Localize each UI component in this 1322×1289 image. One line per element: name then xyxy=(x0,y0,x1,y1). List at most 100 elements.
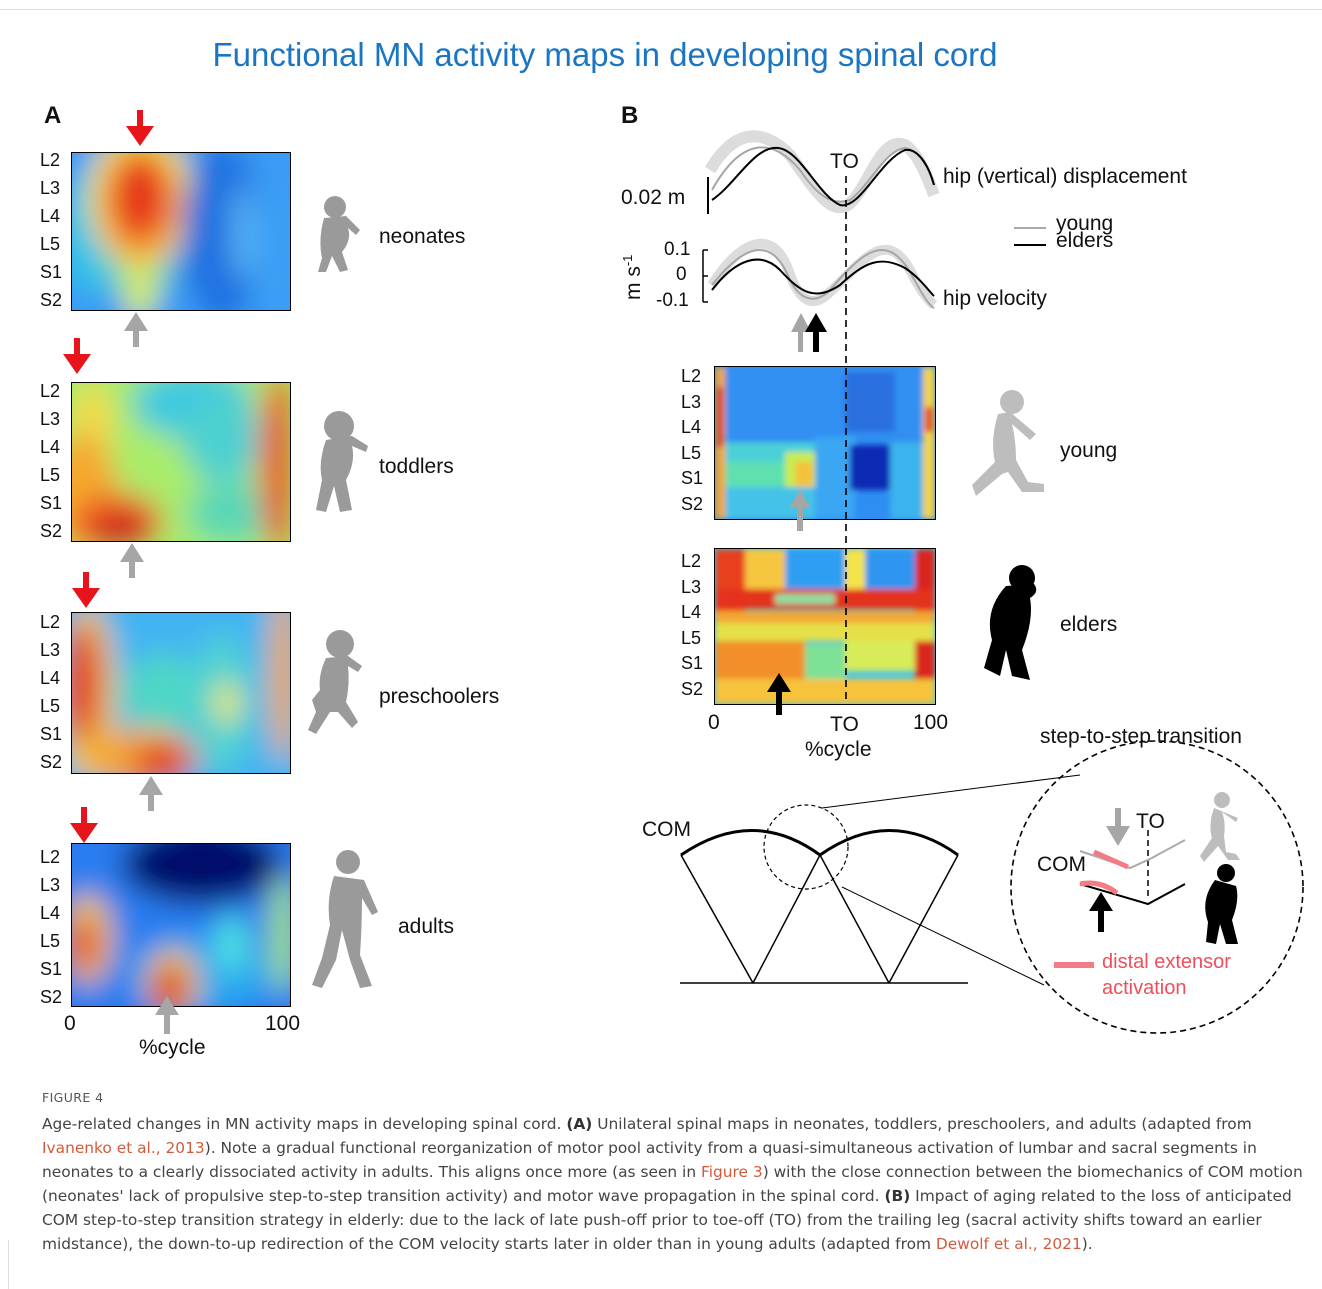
seg-label: S2 xyxy=(681,678,704,699)
heatmap-toddlers xyxy=(71,382,291,542)
toddler-silhouette-icon xyxy=(316,411,368,512)
seg-label: S2 xyxy=(40,290,63,310)
activation-legend-2: activation xyxy=(1102,977,1187,999)
zoom-large-circle xyxy=(1010,740,1304,1034)
b-xlabel: %cycle xyxy=(805,738,872,761)
figure-title: Functional MN activity maps in developin… xyxy=(212,36,998,73)
ref-link-figure3[interactable]: Figure 3 xyxy=(701,1163,763,1181)
seg-label: L4 xyxy=(40,437,61,457)
zoom-connector xyxy=(841,886,1045,986)
gray-arrow-icon xyxy=(791,313,811,352)
red-arrow-icon xyxy=(72,572,100,608)
inset-com-label: COM xyxy=(1037,853,1086,876)
b-xtick-100: 100 xyxy=(913,711,949,734)
velocity-curves xyxy=(707,238,938,309)
legend-young: young xyxy=(1056,212,1114,235)
seg-label: L5 xyxy=(40,465,61,485)
caption-a-text: Unilateral spinal maps in neonates, todd… xyxy=(597,1115,1252,1133)
heatmap-elders xyxy=(714,548,936,705)
seg-label: S1 xyxy=(681,653,704,673)
ref-link-ivanenko[interactable]: Ivanenko et al., 2013 xyxy=(42,1139,205,1157)
panel-b-graphics xyxy=(680,130,1304,1034)
gray-arrow-icon xyxy=(789,490,811,531)
seg-label: S2 xyxy=(40,521,63,541)
gray-arrow-icon xyxy=(155,996,179,1034)
black-arrow-icon xyxy=(805,313,827,352)
displacement-curves xyxy=(704,130,940,213)
seg-label: L2 xyxy=(40,381,61,401)
a-xtick-100: 100 xyxy=(265,1012,301,1035)
seg-label: L3 xyxy=(40,178,61,198)
preschooler-silhouette-icon xyxy=(308,630,362,734)
inset-to-label: TO xyxy=(1136,810,1165,833)
preschoolers-segment-labels: L2 L3 L4 L5 S1 S2 xyxy=(40,608,62,776)
red-arrow-icon xyxy=(63,338,91,374)
inset-young-activation xyxy=(1092,849,1130,870)
black-arrow-icon xyxy=(767,673,791,715)
seg-label: L5 xyxy=(681,442,702,463)
seg-label: L4 xyxy=(40,206,61,226)
black-arrow-icon xyxy=(1089,892,1113,932)
com-trajectory xyxy=(680,829,968,984)
to-label-top: TO xyxy=(830,150,859,173)
neonates-segment-labels: L2 L3 L4 L5 S1 S2 xyxy=(40,146,62,314)
gray-arrow-icon xyxy=(120,543,144,578)
seg-label: L3 xyxy=(681,576,702,597)
seg-label: L2 xyxy=(681,551,702,571)
figure-number: FIGURE 4 xyxy=(42,1090,104,1105)
panel-b-letter: B xyxy=(621,102,639,129)
seg-label: S1 xyxy=(40,262,63,282)
seg-label: S2 xyxy=(40,752,63,772)
label-preschoolers: preschoolers xyxy=(379,685,500,708)
ref-link-dewolf[interactable]: Dewolf et al., 2021 xyxy=(935,1235,1082,1253)
a-xtick-0: 0 xyxy=(64,1012,76,1035)
seg-label: L5 xyxy=(40,931,61,951)
left-rule xyxy=(8,1240,9,1289)
seg-label: L3 xyxy=(40,875,61,895)
label-toddlers: toddlers xyxy=(379,455,454,478)
velocity-unit-sup: -1 xyxy=(620,254,635,267)
top-rule xyxy=(0,9,1322,10)
heatmap-neonates xyxy=(71,152,291,311)
red-arrow-icon xyxy=(70,807,98,843)
seg-label: S1 xyxy=(40,724,63,744)
seg-label: L2 xyxy=(40,847,61,867)
com-label: COM xyxy=(642,818,691,841)
velocity-label: hip velocity xyxy=(943,287,1047,310)
vtick-zero: 0 xyxy=(676,264,687,285)
red-arrow-icon xyxy=(126,110,154,146)
caption-lead: Age-related changes in MN activity maps … xyxy=(42,1115,562,1133)
seg-label: L4 xyxy=(681,602,702,622)
toddlers-segment-labels: L2 L3 L4 L5 S1 S2 xyxy=(40,377,62,545)
activation-legend-1: distal extensor xyxy=(1102,951,1231,973)
seg-label: S2 xyxy=(681,493,704,514)
seg-label: L4 xyxy=(40,903,61,923)
neonate-silhouette-icon xyxy=(318,196,360,272)
vtick-pos: 0.1 xyxy=(664,239,691,260)
adult-silhouette-icon xyxy=(312,850,378,988)
elder-walker-silhouette-icon xyxy=(984,565,1037,680)
displacement-label: hip (vertical) displacement xyxy=(943,165,1187,188)
caption-b-text: Impact of aging related to the loss of a… xyxy=(42,1187,1292,1253)
inset-young-silhouette-icon xyxy=(1200,792,1240,862)
zoom-connector xyxy=(821,774,1081,809)
seg-label: L5 xyxy=(40,696,61,716)
panel-a-graphics xyxy=(63,110,378,1034)
caption-body: Age-related changes in MN activity maps … xyxy=(42,1112,1307,1256)
seg-label: L4 xyxy=(40,668,61,688)
seg-label: L5 xyxy=(40,234,61,254)
label-young: young xyxy=(1060,439,1118,462)
zoom-small-circle xyxy=(763,804,849,890)
caption-a-text3: ) with the close connection between the … xyxy=(42,1163,1303,1205)
young-walker-silhouette-icon xyxy=(972,390,1044,496)
caption-b-label: (B) xyxy=(884,1187,911,1205)
scale-label: 0.02 m xyxy=(621,186,686,209)
label-elders: elders xyxy=(1060,613,1118,636)
inset-elder-curve xyxy=(1079,883,1186,906)
gray-arrow-icon xyxy=(139,776,163,811)
young-segment-labels: L2 L3 L4 L5 S1 S2 xyxy=(681,364,703,517)
seg-label: L2 xyxy=(40,612,61,632)
seg-label: L2 xyxy=(40,150,61,170)
seg-label: L4 xyxy=(681,417,702,437)
a-xlabel: %cycle xyxy=(139,1036,206,1059)
